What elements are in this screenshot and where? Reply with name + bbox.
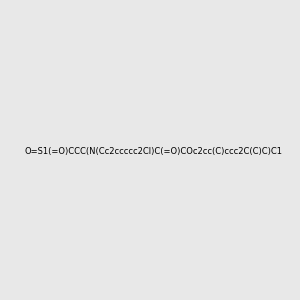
Text: O=S1(=O)CCC(N(Cc2ccccc2Cl)C(=O)COc2cc(C)ccc2C(C)C)C1: O=S1(=O)CCC(N(Cc2ccccc2Cl)C(=O)COc2cc(C)… [25,147,283,156]
